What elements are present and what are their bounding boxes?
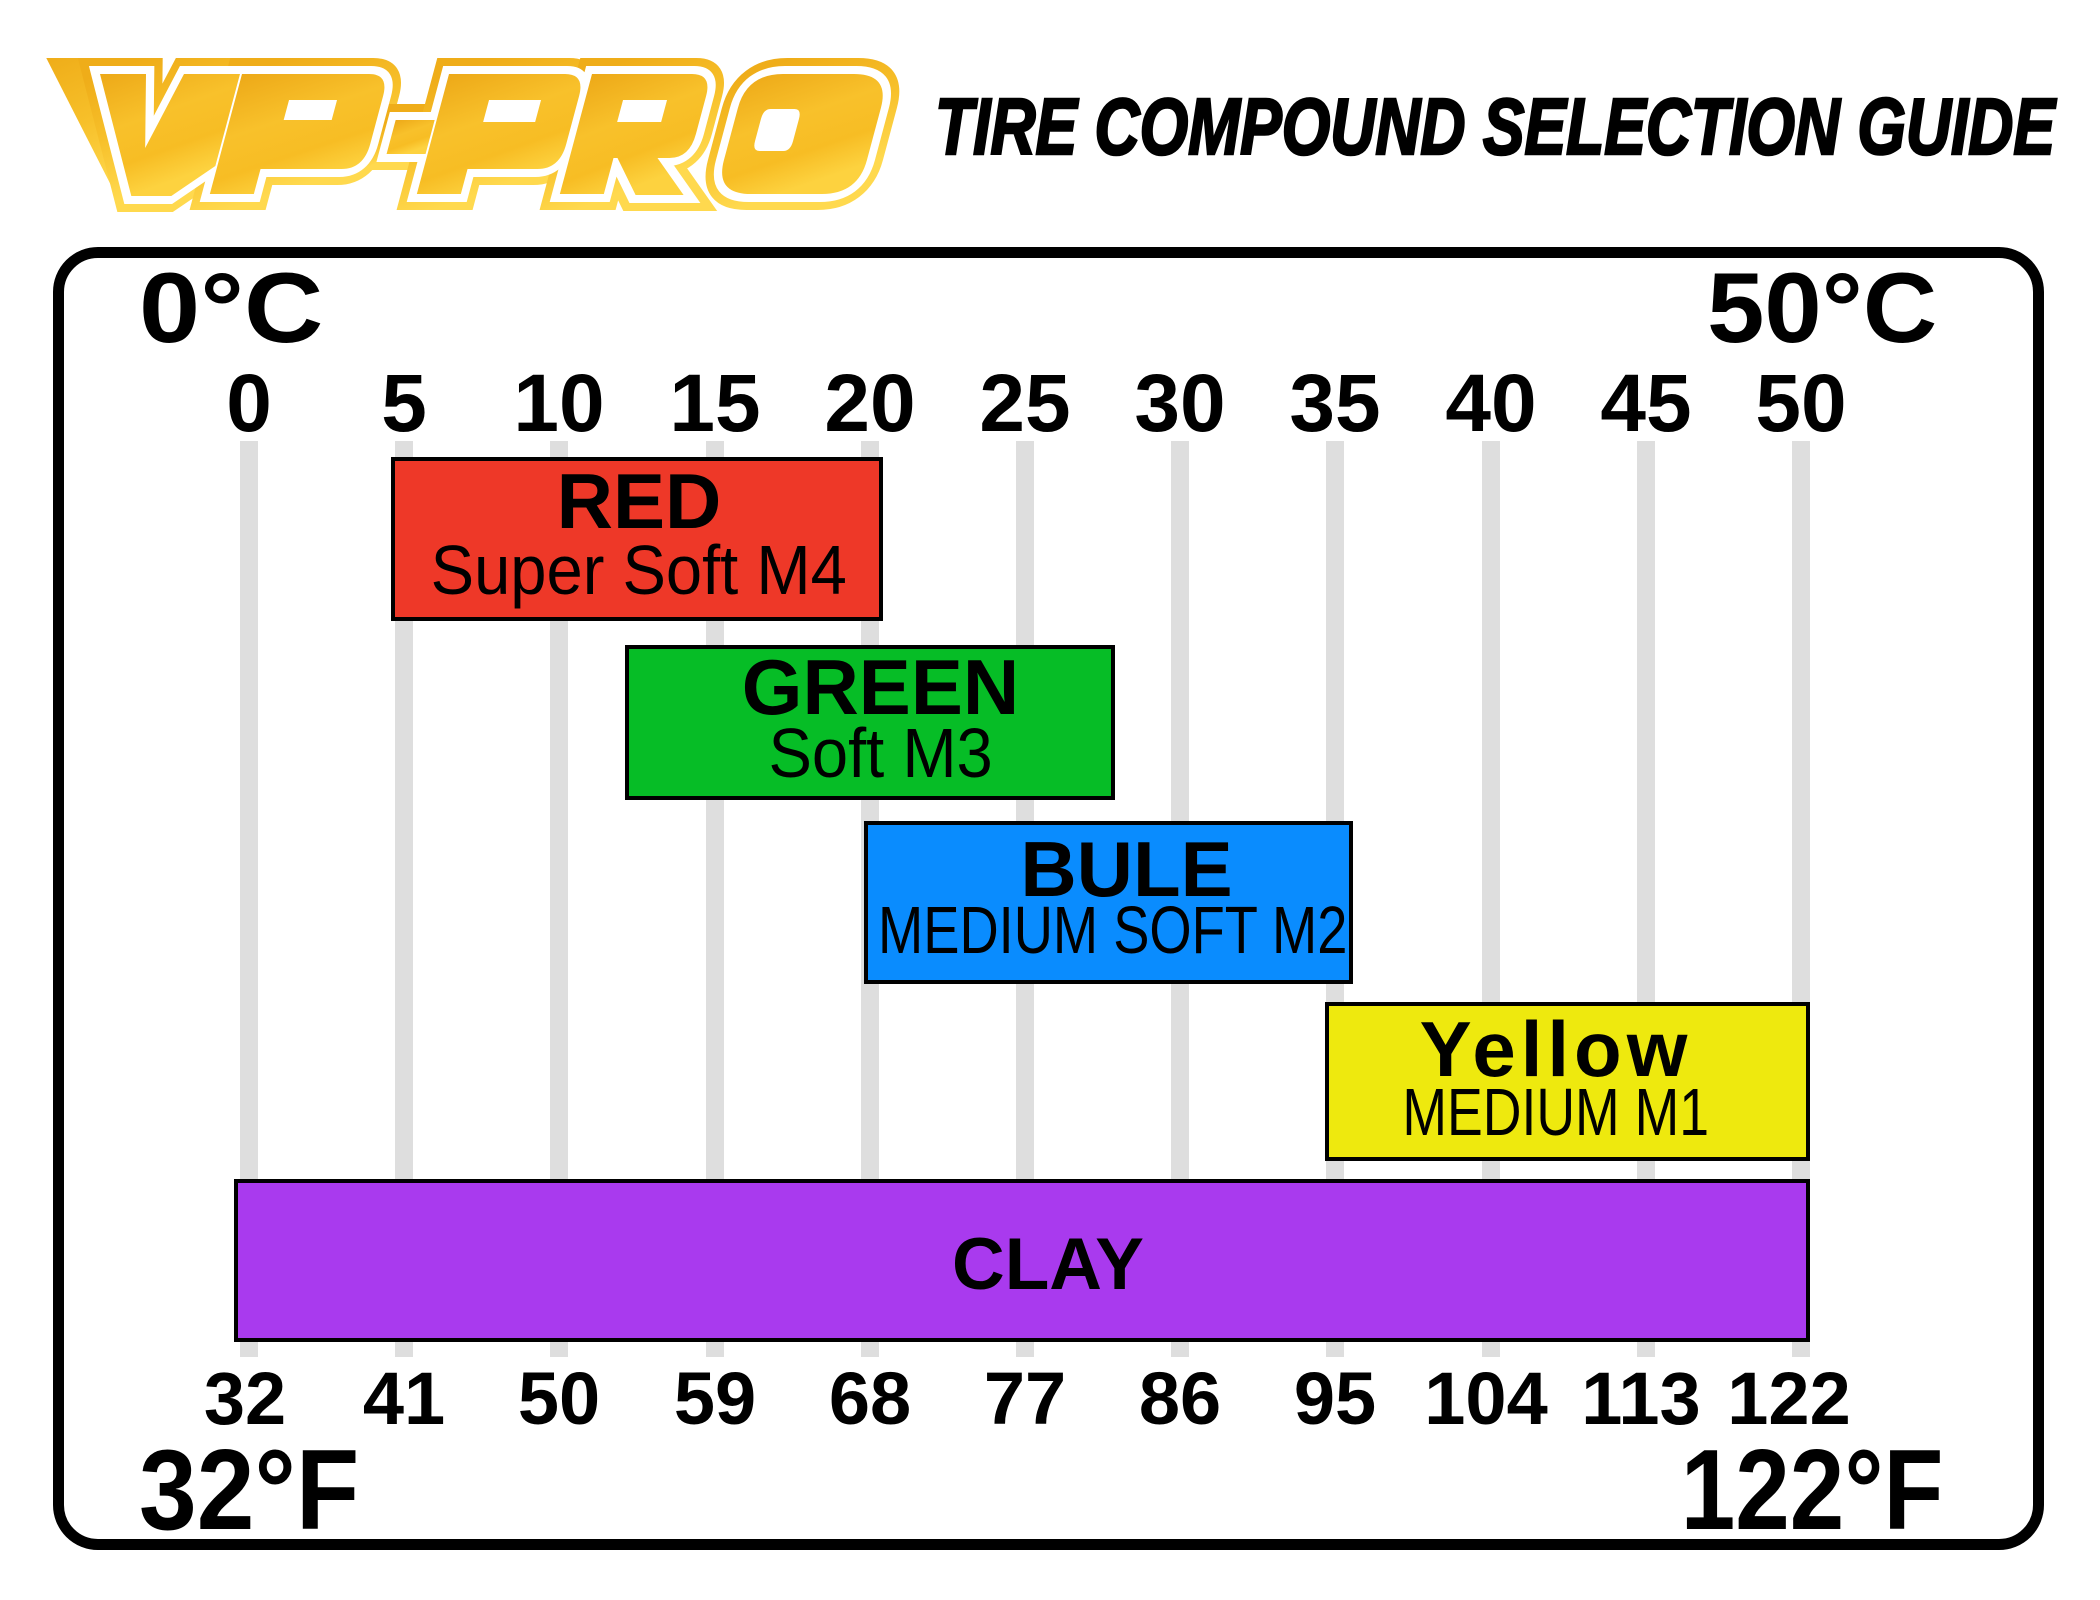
svg-text:TIRE COMPOUND SELECTION GUIDE: TIRE COMPOUND SELECTION GUIDE [935,82,2057,171]
